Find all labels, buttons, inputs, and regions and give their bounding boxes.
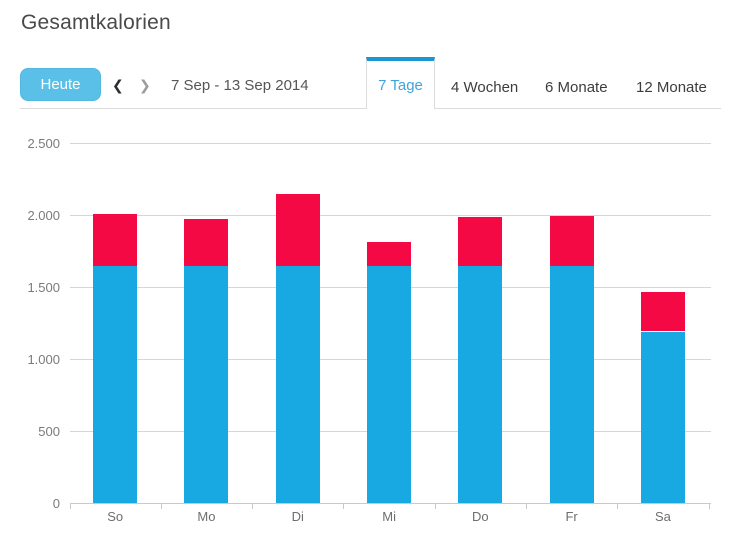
x-axis-line — [70, 502, 711, 504]
y-axis-tick-label: 2.500 — [27, 136, 60, 152]
bar-segment-blue_segment-mi[interactable] — [367, 266, 412, 504]
y-axis-tick-label: 1.000 — [27, 352, 60, 367]
bar-segment-red_segment-di[interactable] — [275, 194, 320, 266]
x-axis-tick — [617, 503, 619, 509]
tab-6-monate[interactable]: 6 Monate — [545, 79, 608, 96]
bar-segment-blue_segment-di[interactable] — [275, 266, 320, 504]
x-axis-tick — [526, 503, 527, 509]
bar-segment-red_segment-fr[interactable] — [549, 215, 594, 266]
gridline — [70, 143, 711, 145]
page-title: Gesamtkalorien — [21, 11, 171, 34]
bar-segment-red_segment-sa[interactable] — [640, 291, 685, 332]
gridline — [70, 215, 711, 217]
bar-segment-blue_segment-sa[interactable] — [640, 331, 685, 504]
x-axis-category-label: Di — [291, 509, 304, 525]
x-axis-tick — [69, 503, 71, 509]
x-axis-category-label: Mi — [382, 509, 396, 525]
x-axis-category-label: So — [107, 509, 124, 525]
bar-segment-blue_segment-fr[interactable] — [549, 266, 594, 504]
x-axis-category-label: Do — [471, 509, 489, 525]
tab-7-tage[interactable]: 7 Tage — [366, 57, 435, 109]
bar-segment-red_segment-mo[interactable] — [184, 218, 229, 267]
bar-segment-red_segment-mi[interactable] — [367, 242, 412, 266]
y-axis-tick-label: 2.000 — [27, 208, 60, 224]
date-range-label: 7 Sep - 13 Sep 2014 — [171, 77, 309, 94]
x-axis-tick — [434, 503, 436, 509]
bar-segment-blue_segment-so[interactable] — [93, 266, 138, 504]
x-axis-tick — [252, 503, 254, 509]
bar-segment-red_segment-do[interactable] — [458, 217, 503, 266]
y-axis-tick-label: 1.500 — [27, 280, 60, 296]
y-axis-tick-label: 0 — [52, 495, 60, 511]
today-button[interactable]: Heute — [20, 68, 101, 101]
x-axis-tick — [160, 503, 162, 509]
tab-4-wochen[interactable]: 4 Wochen — [451, 79, 519, 96]
x-axis-tick — [343, 503, 345, 509]
x-axis-category-label: Sa — [654, 509, 671, 525]
bar-segment-blue_segment-do[interactable] — [458, 266, 503, 504]
prev-week-arrow-icon[interactable]: ❮ — [112, 77, 124, 93]
y-axis-tick-label: 500 — [38, 423, 60, 439]
bar-segment-red_segment-so[interactable] — [93, 213, 138, 266]
x-axis-category-label: Mo — [197, 509, 216, 525]
x-axis-tick — [708, 503, 710, 509]
tab-12-monate[interactable]: 12 Monate — [636, 79, 707, 96]
bar-segment-blue_segment-mo[interactable] — [184, 266, 229, 504]
x-axis-category-label: Fr — [565, 509, 578, 525]
next-week-arrow-icon[interactable]: ❯ — [139, 77, 151, 93]
